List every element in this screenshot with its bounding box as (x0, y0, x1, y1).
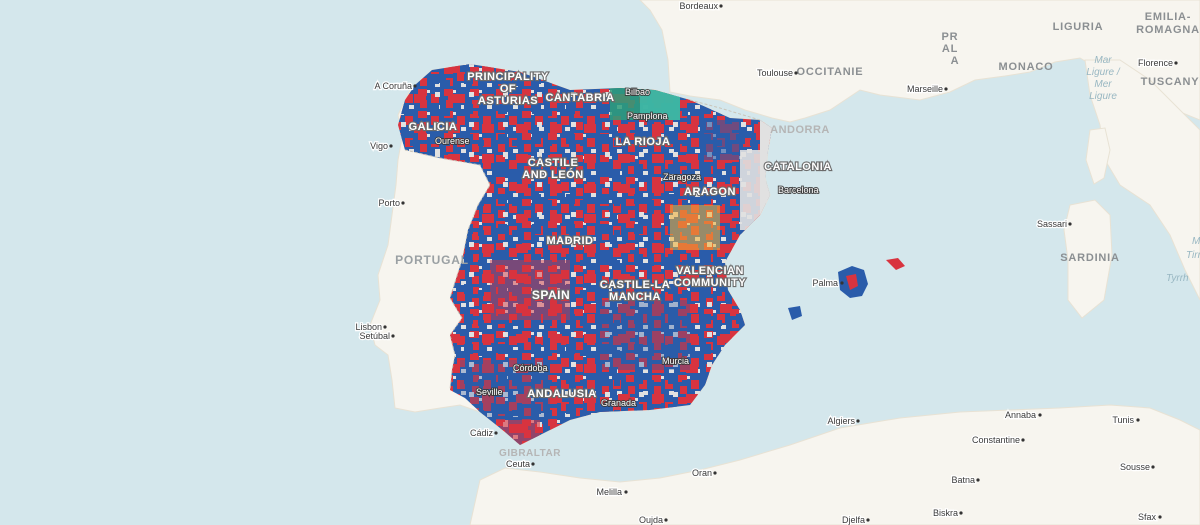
city-sousse: Sousse (1120, 462, 1150, 472)
city-constantine: Constantine (972, 435, 1020, 445)
svg-text:MANCHA: MANCHA (609, 291, 661, 303)
svg-text:A: A (951, 55, 960, 67)
sea-labels: Mar Ligure / Mer Ligure M Tirr Tyrrh (1086, 55, 1200, 284)
svg-text:COMMUNITY: COMMUNITY (674, 277, 746, 289)
city-oran: Oran (692, 468, 712, 478)
city-annaba: Annaba (1005, 410, 1036, 420)
region-label-castile-la-mancha: CASTILE-LA (600, 279, 670, 291)
city-cadiz: Cádiz (470, 428, 494, 438)
city-bilbao: Bilbao (625, 87, 650, 97)
city-sassari: Sassari (1037, 219, 1067, 229)
region-label-aragon: ARAGON (684, 186, 736, 198)
region-label-gibraltar: GIBRALTAR (499, 448, 561, 459)
region-label-la-rioja: LA RIOJA (616, 136, 671, 148)
city-barcelona: Barcelona (778, 185, 819, 195)
sea-label-tyrrhenian: M (1192, 236, 1200, 247)
region-label-madrid: MADRID (547, 235, 594, 247)
region-label-tuscany: TUSCANY (1141, 76, 1200, 88)
region-label-emilia-romagna: EMILIA- (1145, 11, 1192, 23)
city-batna: Batna (951, 475, 975, 485)
city-oujda: Oujda (639, 515, 663, 525)
city-pamplona: Pamplona (627, 111, 668, 121)
city-cordoba: Córdoba (513, 363, 548, 373)
country-label-portugal: PORTUGAL (395, 253, 469, 267)
svg-text:OF: OF (500, 83, 516, 95)
region-label-catalonia: CATALONIA (764, 161, 832, 173)
svg-text:ROMAGNA: ROMAGNA (1136, 24, 1200, 36)
region-label-andorra: ANDORRA (770, 124, 830, 136)
city-vigo: Vigo (370, 141, 388, 151)
city-granada: Granada (601, 398, 636, 408)
borders (404, 99, 761, 391)
svg-text:Tirr: Tirr (1186, 250, 1200, 261)
region-label-occitanie: OCCITANIE (797, 66, 864, 78)
city-zaragoza: Zaragoza (663, 172, 701, 182)
city-ceuta: Ceuta (506, 459, 530, 469)
city-lisbon: Lisbon (355, 322, 382, 332)
svg-text:Ligure /: Ligure / (1086, 67, 1121, 78)
city-bordeaux: Bordeaux (679, 1, 718, 11)
region-label-valencian-community: VALENCIAN (676, 265, 744, 277)
city-marseille: Marseille (907, 84, 943, 94)
city-seville: Seville (476, 387, 503, 397)
city-toulouse: Toulouse (757, 68, 793, 78)
region-label-andalusia: ANDALUSIA (527, 388, 596, 400)
svg-text:Mer: Mer (1094, 79, 1112, 90)
city-setubal: Setúbal (359, 331, 390, 341)
svg-text:ASTURIAS: ASTURIAS (478, 95, 538, 107)
city-labels: Bordeaux Toulouse Marseille Florence A C… (354, 0, 1178, 525)
region-label-galicia: GALICIA (409, 121, 458, 133)
city-algiers: Algiers (827, 416, 855, 426)
region-labels: PRINCIPALITY OF ASTURIAS CANTABRIA GALIC… (395, 11, 1200, 459)
balearic-results[interactable] (788, 258, 905, 320)
city-murcia: Murcia (662, 356, 689, 366)
sea-label-ligurian: Mar (1094, 55, 1112, 66)
city-biskra: Biskra (933, 508, 958, 518)
city-melilla: Melilla (596, 487, 622, 497)
city-tunis: Tunis (1112, 415, 1134, 425)
svg-text:Tyrrh: Tyrrh (1166, 273, 1189, 284)
region-label-asturias: PRINCIPALITY (467, 71, 549, 83)
region-label-sardinia: SARDINIA (1060, 252, 1120, 264)
svg-text:AL: AL (942, 43, 958, 55)
region-label-castile-and-leon: CASTILE (528, 157, 579, 169)
svg-text:AND LEÓN: AND LEÓN (522, 168, 583, 181)
city-porto: Porto (378, 198, 400, 208)
city-palma: Palma (812, 278, 838, 288)
city-a-coruna: A Coruña (374, 81, 412, 91)
region-label-liguria: LIGURIA (1053, 21, 1104, 33)
city-florence: Florence (1138, 58, 1173, 68)
region-label-cantabria: CANTABRIA (545, 92, 614, 104)
city-sfax: Sfax (1138, 512, 1157, 522)
city-djelfa: Djelfa (842, 515, 865, 525)
region-label-partial: PR (942, 31, 959, 43)
svg-text:Ligure: Ligure (1089, 91, 1117, 102)
region-label-monaco: MONACO (999, 61, 1054, 73)
city-ourense: Ourense (435, 136, 470, 146)
region-label-spain: SPAIN (532, 288, 570, 302)
